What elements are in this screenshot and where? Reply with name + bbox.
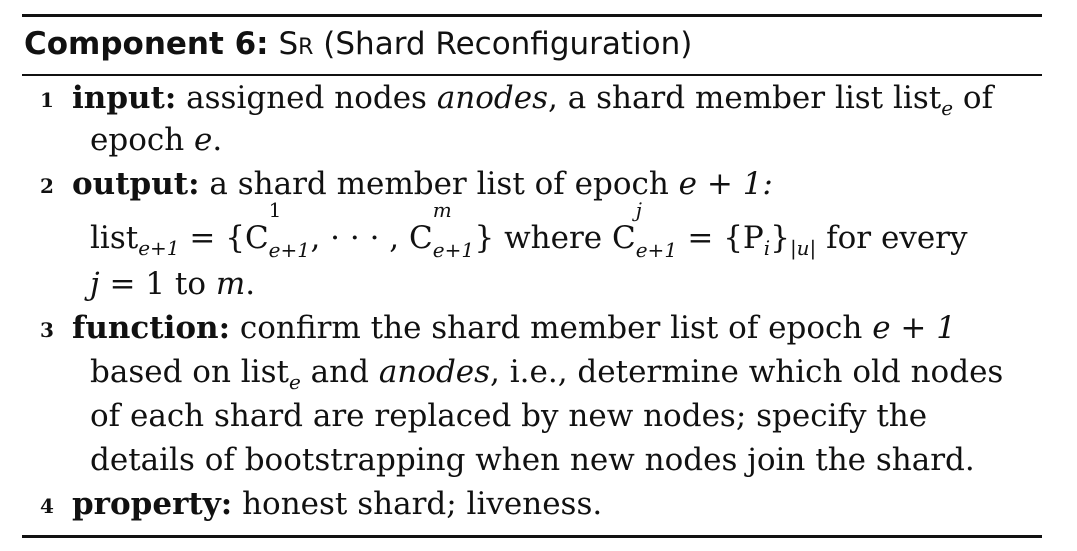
superscript: 1 [268,198,282,222]
formula-text: , · · · , C [310,220,433,256]
subscript: e [288,370,301,395]
step-keyword: output: [72,166,200,202]
step-text: , a shard member list list [548,80,942,116]
component-title: Component 6: Sr (Shard Reconfiguration) [24,24,692,64]
formula-text: list [90,220,139,256]
step-text: and [310,354,369,390]
step-number: 2 [40,174,54,198]
subscript: e+1 [635,238,678,262]
anodes-term: anodes [436,80,549,116]
step-output-formula: liste+1 = {C1e+1e+1, · · · , Cme+1e+1} w… [90,200,968,262]
math-var: e [194,122,213,158]
component-name: Sr [278,26,314,62]
step-text: a shard member list of epoch [209,166,669,202]
math-expr: e + 1: [678,166,773,202]
bottom-rule [22,535,1042,538]
step-output-line1: output: a shard member list of epoch e +… [72,164,773,204]
step-text: epoch [90,122,185,158]
subscript: e [941,96,954,121]
anodes-term: anodes [378,354,491,390]
step-text: , i.e., determine which old nodes [490,354,1004,390]
step-input-line2: epoch e. [90,120,222,160]
formula-text: . [245,266,256,302]
math-expr: e + 1 [872,310,956,346]
step-number: 3 [40,318,54,342]
subscript: e+1 [432,238,475,262]
step-number: 1 [40,88,54,112]
superscript: j [635,198,642,222]
formula-text: = {P [687,220,764,256]
step-keyword: property: [72,486,233,522]
step-function-line4: details of bootstrapping when new nodes … [90,440,975,480]
formula-text: = 1 to [109,266,207,302]
subscript: e+1 [268,238,310,262]
step-text: . [212,122,223,158]
step-property-line: property: honest shard; liveness. [72,484,602,524]
step-keyword: input: [72,80,177,116]
component-label: Component 6: [24,26,269,62]
superscript: m [432,198,452,222]
step-keyword: function: [72,310,231,346]
formula-text: = {C [189,220,269,256]
step-function-line1: function: confirm the shard member list … [72,308,956,348]
formula-text: for every [826,220,968,256]
subscript: i [763,236,771,261]
top-rule [22,14,1042,17]
step-text: confirm the shard member list of epoch [239,310,863,346]
title-rule [22,74,1042,76]
algorithm-box: Component 6: Sr (Shard Reconfiguration) … [22,14,1042,538]
step-text: of each shard are replaced by new nodes;… [90,398,928,434]
formula-text: } [770,220,790,256]
step-function-line3: of each shard are replaced by new nodes;… [90,396,927,436]
superscript-subscript: me+1e+1 [432,200,475,262]
step-text: details of bootstrapping when new nodes … [90,442,975,478]
step-text: assigned nodes [186,80,427,116]
subscript: e+1 [138,236,180,261]
superscript-subscript: 1e+1e+1 [268,200,311,262]
formula-text: } [474,220,495,256]
math-var: j [90,266,100,302]
step-output-formula-line2: j = 1 to m. [90,264,255,304]
math-var: m [215,266,246,302]
step-text: of [962,80,994,116]
step-text: honest shard; liveness. [242,486,603,522]
step-number: 4 [40,494,54,518]
step-input-line1: input: assigned nodes anodes, a shard me… [72,78,993,118]
step-function-line2: based on liste and anodes, i.e., determi… [90,352,1003,392]
component-description: (Shard Reconfiguration) [323,26,693,62]
superscript-subscript: je+1e+1 [635,200,678,262]
step-text: based on list [90,354,289,390]
subscript: |u| [789,236,817,261]
formula-text: where C [504,220,636,256]
